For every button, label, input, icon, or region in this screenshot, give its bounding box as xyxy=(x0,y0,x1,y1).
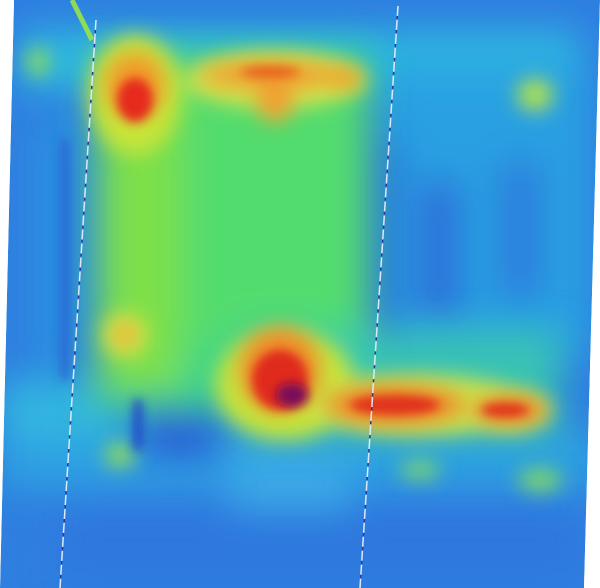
peak-core xyxy=(276,383,308,407)
grid-line-left xyxy=(59,19,97,588)
grid-line-left-dark xyxy=(59,19,97,588)
grid-line-right-dark xyxy=(359,5,399,588)
left-edge-mask xyxy=(0,0,14,588)
right-edge-mask xyxy=(584,0,600,588)
dark-streak xyxy=(60,140,142,450)
top-streak xyxy=(69,0,95,42)
